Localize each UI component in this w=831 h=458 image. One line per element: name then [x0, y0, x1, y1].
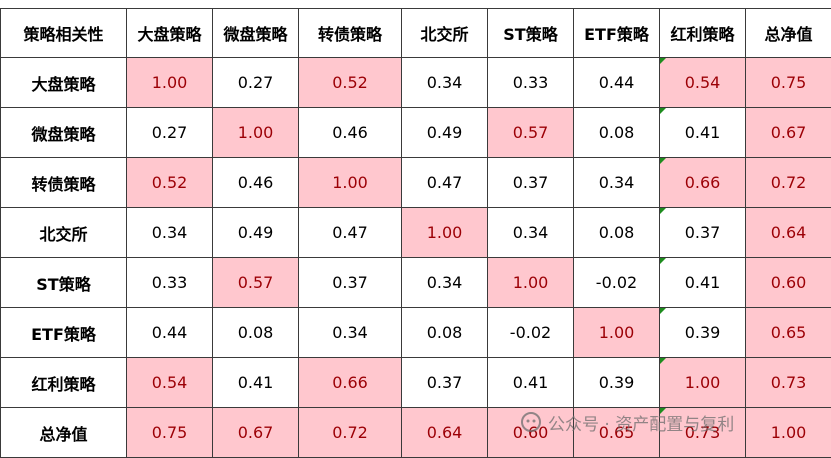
- cell: 0.57: [212, 257, 299, 308]
- cell: 0.67: [212, 407, 299, 458]
- header-row: 策略相关性 大盘策略 微盘策略 转债策略 北交所 ST策略 ETF策略 红利策略 总净值: [0, 8, 831, 58]
- header-cell: 策略相关性: [0, 8, 127, 58]
- header-cell: 总净值: [745, 8, 831, 58]
- cut-row: [0, 0, 831, 8]
- cell: 1.00: [745, 407, 831, 458]
- cell: 0.49: [401, 107, 488, 158]
- cell: 0.34: [487, 207, 574, 258]
- header-cell: ST策略: [487, 8, 574, 58]
- row-label: 微盘策略: [0, 107, 127, 158]
- row-label: ETF策略: [0, 307, 127, 358]
- row-label: 总净值: [0, 407, 127, 458]
- cell: 0.64: [745, 207, 831, 258]
- cell: 0.08: [401, 307, 488, 358]
- cell: 0.37: [487, 157, 574, 208]
- cell: 0.33: [487, 57, 574, 108]
- cell: 0.73: [659, 407, 746, 458]
- cell: 0.47: [401, 157, 488, 208]
- cell: 0.33: [126, 257, 213, 308]
- cell: 0.75: [126, 407, 213, 458]
- row-label: 大盘策略: [0, 57, 127, 108]
- cell: 0.66: [298, 357, 402, 408]
- table-row: ST策略 0.33 0.57 0.37 0.34 1.00 -0.02 0.41 0.60: [0, 257, 831, 308]
- cell: 0.08: [573, 107, 660, 158]
- cell: 0.66: [659, 157, 746, 208]
- cell: 0.65: [573, 407, 660, 458]
- cell: 1.00: [212, 107, 299, 158]
- table-row: 红利策略 0.54 0.41 0.66 0.37 0.41 0.39 1.00 0.73: [0, 357, 831, 408]
- header-cell: 北交所: [401, 8, 488, 58]
- cell: 0.27: [126, 107, 213, 158]
- cell: 0.39: [573, 357, 660, 408]
- cell: 1.00: [401, 207, 488, 258]
- cell: 0.34: [126, 207, 213, 258]
- cell: 0.75: [745, 57, 831, 108]
- cell: 0.47: [298, 207, 402, 258]
- cell: 0.44: [573, 57, 660, 108]
- cell: 1.00: [659, 357, 746, 408]
- cell: 1.00: [487, 257, 574, 308]
- table-row: 微盘策略 0.27 1.00 0.46 0.49 0.57 0.08 0.41 0.67: [0, 107, 831, 158]
- cell: 0.41: [659, 257, 746, 308]
- table-row: ETF策略 0.44 0.08 0.34 0.08 -0.02 1.00 0.39 0.65: [0, 307, 831, 358]
- cell: 0.54: [126, 357, 213, 408]
- cell: 0.39: [659, 307, 746, 358]
- cell: 0.67: [745, 107, 831, 158]
- cell: 0.46: [298, 107, 402, 158]
- table-row: 北交所 0.34 0.49 0.47 1.00 0.34 0.08 0.37 0.64: [0, 207, 831, 258]
- cell: 0.57: [487, 107, 574, 158]
- cell: 0.37: [401, 357, 488, 408]
- cell: 0.46: [212, 157, 299, 208]
- cell: 1.00: [298, 157, 402, 208]
- cell: 0.72: [298, 407, 402, 458]
- cell: 0.41: [659, 107, 746, 158]
- header-cell: ETF策略: [573, 8, 660, 58]
- row-label: 红利策略: [0, 357, 127, 408]
- cell: 0.73: [745, 357, 831, 408]
- table-row: 转债策略 0.52 0.46 1.00 0.47 0.37 0.34 0.66 0.72: [0, 157, 831, 208]
- cell: 0.52: [298, 57, 402, 108]
- cell: 0.72: [745, 157, 831, 208]
- cell: 0.54: [659, 57, 746, 108]
- header-cell: 转债策略: [298, 8, 402, 58]
- cell: 0.60: [487, 407, 574, 458]
- cell: -0.02: [573, 257, 660, 308]
- header-cell: 红利策略: [659, 8, 746, 58]
- cell: 0.27: [212, 57, 299, 108]
- cell: 0.34: [298, 307, 402, 358]
- header-cell: 微盘策略: [212, 8, 299, 58]
- cell: 0.65: [745, 307, 831, 358]
- cell: 0.08: [212, 307, 299, 358]
- header-cell: 大盘策略: [126, 8, 213, 58]
- cell: 0.34: [401, 257, 488, 308]
- correlation-table: 策略相关性 大盘策略 微盘策略 转债策略 北交所 ST策略 ETF策略 红利策略 总净值 大盘策略…: [0, 8, 831, 458]
- row-label: ST策略: [0, 257, 127, 308]
- cell: 0.34: [573, 157, 660, 208]
- cell: 0.52: [126, 157, 213, 208]
- cell: 0.41: [212, 357, 299, 408]
- cell: 0.64: [401, 407, 488, 458]
- cell: 0.37: [298, 257, 402, 308]
- cell: 0.60: [745, 257, 831, 308]
- table-row: 大盘策略 1.00 0.27 0.52 0.34 0.33 0.44 0.54 0.75: [0, 57, 831, 108]
- cell: 0.41: [487, 357, 574, 408]
- row-label: 北交所: [0, 207, 127, 258]
- cell: 0.44: [126, 307, 213, 358]
- row-label: 转债策略: [0, 157, 127, 208]
- cell: 1.00: [126, 57, 213, 108]
- cell: 0.37: [659, 207, 746, 258]
- cell: 1.00: [573, 307, 660, 358]
- cell: 0.08: [573, 207, 660, 258]
- cell: -0.02: [487, 307, 574, 358]
- cell: 0.34: [401, 57, 488, 108]
- cell: 0.49: [212, 207, 299, 258]
- table-row: 总净值 0.75 0.67 0.72 0.64 0.60 0.65 0.73 1.00: [0, 407, 831, 458]
